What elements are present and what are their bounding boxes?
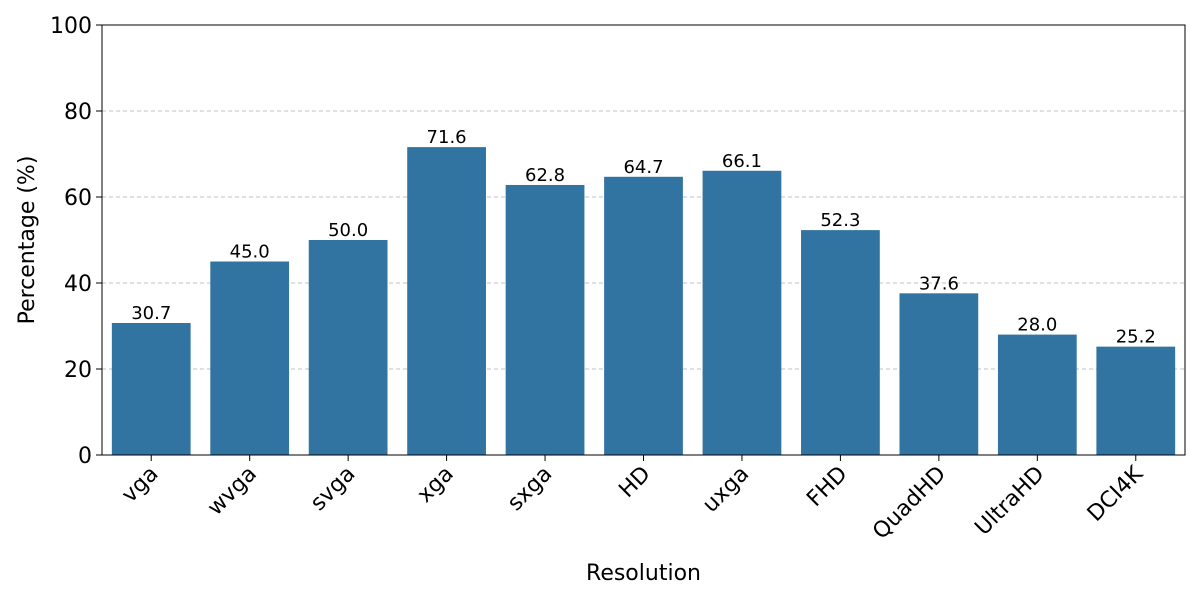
x-tick-label: wvga bbox=[203, 462, 262, 521]
y-axis-ticks: 0 20 40 60 80 100 bbox=[50, 14, 102, 469]
x-tick-label: sxga bbox=[503, 462, 557, 516]
bar-value-label: 28.0 bbox=[1017, 315, 1057, 336]
y-tick-label: 0 bbox=[78, 444, 92, 469]
y-tick-label: 100 bbox=[50, 14, 92, 39]
bar bbox=[407, 147, 486, 455]
x-tick-label: HD bbox=[614, 462, 655, 503]
bar bbox=[1096, 346, 1176, 455]
bar-value-label: 45.0 bbox=[230, 242, 270, 263]
bar bbox=[604, 176, 683, 456]
x-tick-label: uxga bbox=[698, 462, 754, 518]
x-tick-label: xga bbox=[413, 462, 459, 508]
bar bbox=[210, 261, 290, 455]
bar bbox=[997, 334, 1077, 455]
bar bbox=[505, 184, 585, 455]
x-tick-label: svga bbox=[306, 462, 360, 516]
bar-value-label: 37.6 bbox=[919, 273, 959, 294]
y-tick-label: 60 bbox=[64, 186, 92, 211]
data-labels: 30.7 45.0 50.0 71.6 62.8 64.7 66.1 52.3 37.6 28.0… bbox=[131, 127, 1156, 348]
bar-value-label: 52.3 bbox=[820, 210, 860, 231]
x-axis-ticks: vga wvga svga xga sxga HD uxga FHD QuadHD UltraHD… bbox=[117, 455, 1148, 544]
bar bbox=[111, 322, 191, 455]
y-axis-title: Percentage (%) bbox=[15, 156, 40, 325]
bar-value-label: 66.1 bbox=[722, 151, 762, 172]
x-axis-title: Resolution bbox=[586, 561, 701, 586]
bar-value-label: 25.2 bbox=[1116, 327, 1156, 348]
x-tick-label: QuadHD bbox=[868, 462, 951, 545]
x-tick-label: DCI4K bbox=[1083, 461, 1149, 527]
bars bbox=[111, 147, 1176, 456]
bar bbox=[702, 170, 782, 455]
y-tick-label: 80 bbox=[64, 100, 92, 125]
y-tick-label: 20 bbox=[64, 358, 92, 383]
bar-value-label: 64.7 bbox=[623, 157, 663, 178]
y-tick-label: 40 bbox=[64, 272, 92, 297]
x-tick-label: vga bbox=[117, 462, 163, 508]
x-tick-label: FHD bbox=[802, 462, 852, 512]
x-tick-label: UltraHD bbox=[970, 462, 1049, 541]
bar bbox=[308, 240, 388, 455]
bar bbox=[899, 293, 979, 455]
bar-value-label: 30.7 bbox=[131, 303, 171, 324]
bar-value-label: 62.8 bbox=[525, 165, 565, 186]
bar-value-label: 50.0 bbox=[328, 220, 368, 241]
bar bbox=[801, 230, 880, 455]
bar-value-label: 71.6 bbox=[427, 127, 467, 148]
